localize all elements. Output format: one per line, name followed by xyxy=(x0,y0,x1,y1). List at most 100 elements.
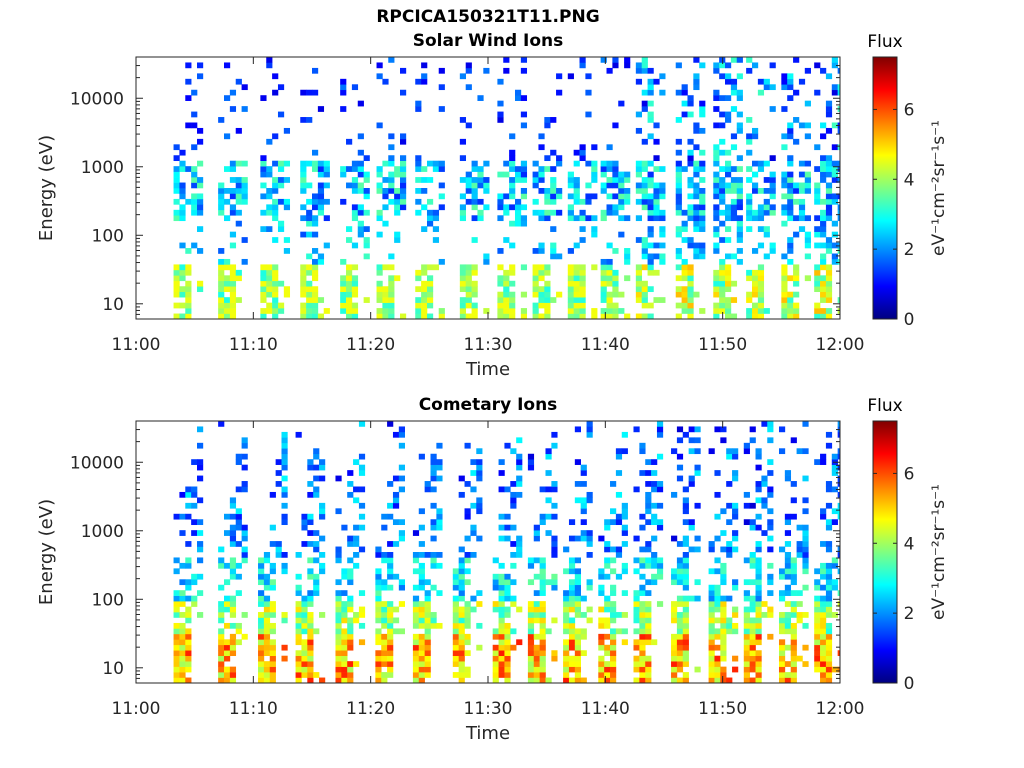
heatmap-cell xyxy=(398,475,405,482)
heatmap-cell xyxy=(306,253,313,260)
heatmap-cell xyxy=(814,193,821,200)
heatmap-cell xyxy=(258,622,265,629)
heatmap-cell xyxy=(224,286,231,293)
heatmap-cell xyxy=(191,182,198,189)
heatmap-cell xyxy=(306,209,313,216)
heatmap-cell xyxy=(504,639,511,646)
heatmap-cell xyxy=(347,622,354,629)
heatmap-cell xyxy=(277,220,285,227)
heatmap-cell xyxy=(645,612,652,618)
heatmap-cell xyxy=(556,155,563,162)
heatmap-cell xyxy=(647,264,654,271)
heatmap-cell xyxy=(436,519,443,526)
heatmap-cell xyxy=(533,612,540,618)
heatmap-cell xyxy=(465,264,472,271)
heatmap-cell xyxy=(229,557,237,564)
heatmap-cell xyxy=(272,286,279,293)
heatmap-cell xyxy=(266,62,273,69)
heatmap-cell xyxy=(778,448,786,455)
heatmap-cell xyxy=(746,117,753,123)
heatmap-cell xyxy=(173,672,180,678)
heatmap-cell xyxy=(671,633,678,640)
heatmap-cell xyxy=(358,421,366,427)
heatmap-cell xyxy=(400,193,407,200)
heatmap-cell xyxy=(539,579,546,586)
heatmap-cell xyxy=(825,100,833,107)
heatmap-cell xyxy=(694,470,701,476)
heatmap-cell xyxy=(778,595,786,602)
heatmap-cell xyxy=(341,612,348,618)
heatmap-cell xyxy=(719,111,726,118)
heatmap-cell xyxy=(452,639,459,646)
heatmap-cell xyxy=(319,612,326,618)
heatmap-cell xyxy=(719,193,726,200)
heatmap-cell xyxy=(191,459,198,465)
heatmap-cell xyxy=(415,160,422,167)
heatmap-cell xyxy=(539,601,546,607)
heatmap-cell xyxy=(545,486,552,493)
heatmap-cell xyxy=(471,204,478,211)
heatmap-cell xyxy=(218,546,225,553)
heatmap-cell xyxy=(545,530,552,536)
heatmap-cell xyxy=(651,513,658,520)
heatmap-cell xyxy=(714,661,721,667)
heatmap-cell xyxy=(708,666,715,673)
heatmap-cell xyxy=(532,269,539,276)
heatmap-cell xyxy=(656,519,664,526)
heatmap-cell xyxy=(579,302,586,309)
heatmap-cell xyxy=(699,166,706,172)
heatmap-cell xyxy=(694,666,701,673)
heatmap-cell xyxy=(618,171,625,178)
heatmap-cell xyxy=(831,486,838,493)
heatmap-cell xyxy=(191,491,198,498)
heatmap-cell xyxy=(624,62,631,69)
heatmap-cell xyxy=(790,628,797,635)
heatmap-cell xyxy=(229,193,237,200)
heatmap-cell xyxy=(612,177,619,183)
heatmap-cell xyxy=(790,590,797,596)
heatmap-cell xyxy=(736,111,743,118)
heatmap-cell xyxy=(761,601,768,607)
heatmap-cell xyxy=(743,442,750,449)
heatmap-cell xyxy=(641,297,648,303)
heatmap-cell xyxy=(533,677,540,684)
heatmap-cell xyxy=(173,215,180,222)
heatmap-cell xyxy=(796,448,803,455)
heatmap-cell xyxy=(357,226,364,232)
heatmap-cell xyxy=(814,286,821,293)
heatmap-cell xyxy=(509,149,516,156)
heatmap-cell xyxy=(682,579,689,586)
heatmap-cell xyxy=(498,470,505,476)
heatmap-cell xyxy=(604,546,611,553)
heatmap-cell xyxy=(763,160,770,167)
heatmap-cell xyxy=(641,138,648,145)
heatmap-cell xyxy=(421,166,428,172)
heatmap-cell xyxy=(787,242,794,249)
heatmap-cell xyxy=(539,617,546,624)
heatmap-cell xyxy=(483,182,490,189)
heatmap-cell xyxy=(258,672,265,678)
heatmap-cell xyxy=(335,546,342,553)
heatmap-cell xyxy=(335,475,342,482)
heatmap-cell xyxy=(675,226,682,232)
heatmap-cell xyxy=(382,204,389,211)
heatmap-cell xyxy=(743,628,750,635)
heatmap-cell xyxy=(831,166,838,172)
heatmap-cell xyxy=(471,198,478,205)
heatmap-cell xyxy=(229,313,237,320)
heatmap-cell xyxy=(295,612,302,618)
heatmap-cell xyxy=(358,612,366,618)
heatmap-cell xyxy=(341,590,348,596)
heatmap-cell xyxy=(527,464,535,471)
x-tick-label: 11:30 xyxy=(464,335,513,355)
heatmap-cell xyxy=(476,535,483,542)
heatmap-cell xyxy=(498,562,505,569)
heatmap-cell xyxy=(653,297,660,303)
heatmap-cell xyxy=(814,601,821,607)
heatmap-cell xyxy=(358,606,366,613)
heatmap-cell xyxy=(381,672,388,678)
heatmap-cell xyxy=(514,95,522,101)
heatmap-cell xyxy=(693,57,700,63)
heatmap-cell xyxy=(659,297,666,303)
heatmap-cell xyxy=(492,661,499,667)
